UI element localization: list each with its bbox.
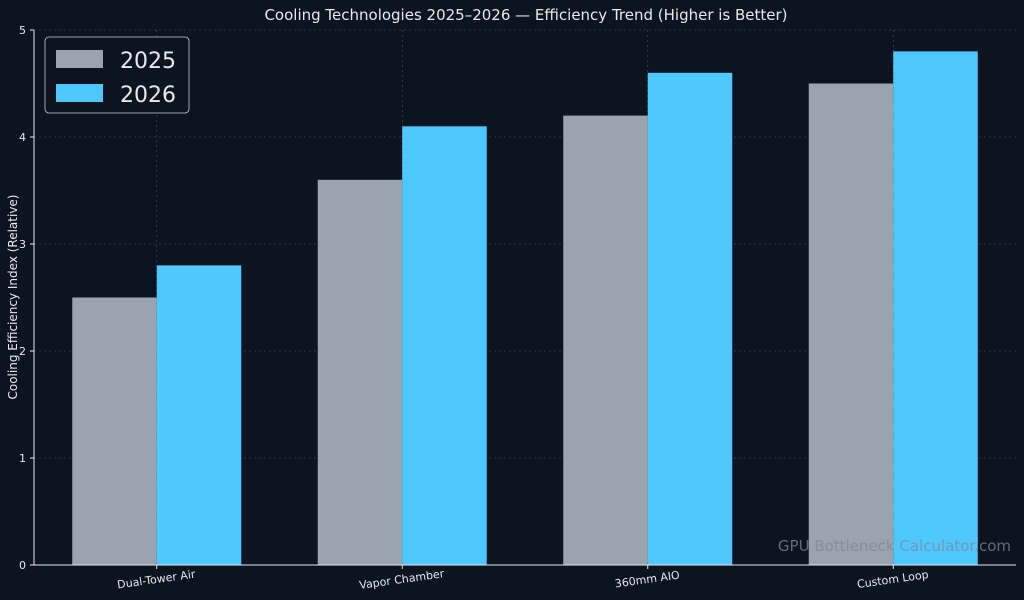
- bar-2026-2: [647, 72, 733, 566]
- y-tick-label: 2: [19, 345, 26, 358]
- y-tick-label: 3: [19, 238, 26, 251]
- y-ticks: 0 1 2 3 4 5: [19, 24, 34, 572]
- bars: [72, 51, 978, 566]
- bar-2026-1: [402, 126, 487, 566]
- y-tick-label: 4: [19, 131, 26, 144]
- axes: [33, 30, 1016, 566]
- legend-swatch-2025: [56, 50, 103, 68]
- watermark: GPU Bottleneck Calculator.com: [778, 537, 1011, 555]
- bar-2025-2: [563, 115, 648, 565]
- bar-2025-3: [808, 83, 894, 565]
- y-tick-label: 0: [19, 559, 26, 572]
- legend-label-2026: 2026: [120, 83, 176, 108]
- y-tick-label: 1: [19, 452, 26, 465]
- y-axis-label: Cooling Efficiency Index (Relative): [6, 195, 20, 400]
- legend-label-2025: 2025: [120, 49, 176, 74]
- bar-2026-3: [893, 51, 978, 565]
- bar-2025-0: [72, 297, 157, 565]
- chart-title: Cooling Technologies 2025–2026 — Efficie…: [264, 6, 787, 24]
- bar-2025-1: [317, 179, 403, 566]
- bar-2026-0: [156, 265, 242, 565]
- legend-swatch-2026: [56, 84, 103, 102]
- legend: 2025 2026: [44, 36, 190, 114]
- y-tick-label: 5: [19, 24, 26, 37]
